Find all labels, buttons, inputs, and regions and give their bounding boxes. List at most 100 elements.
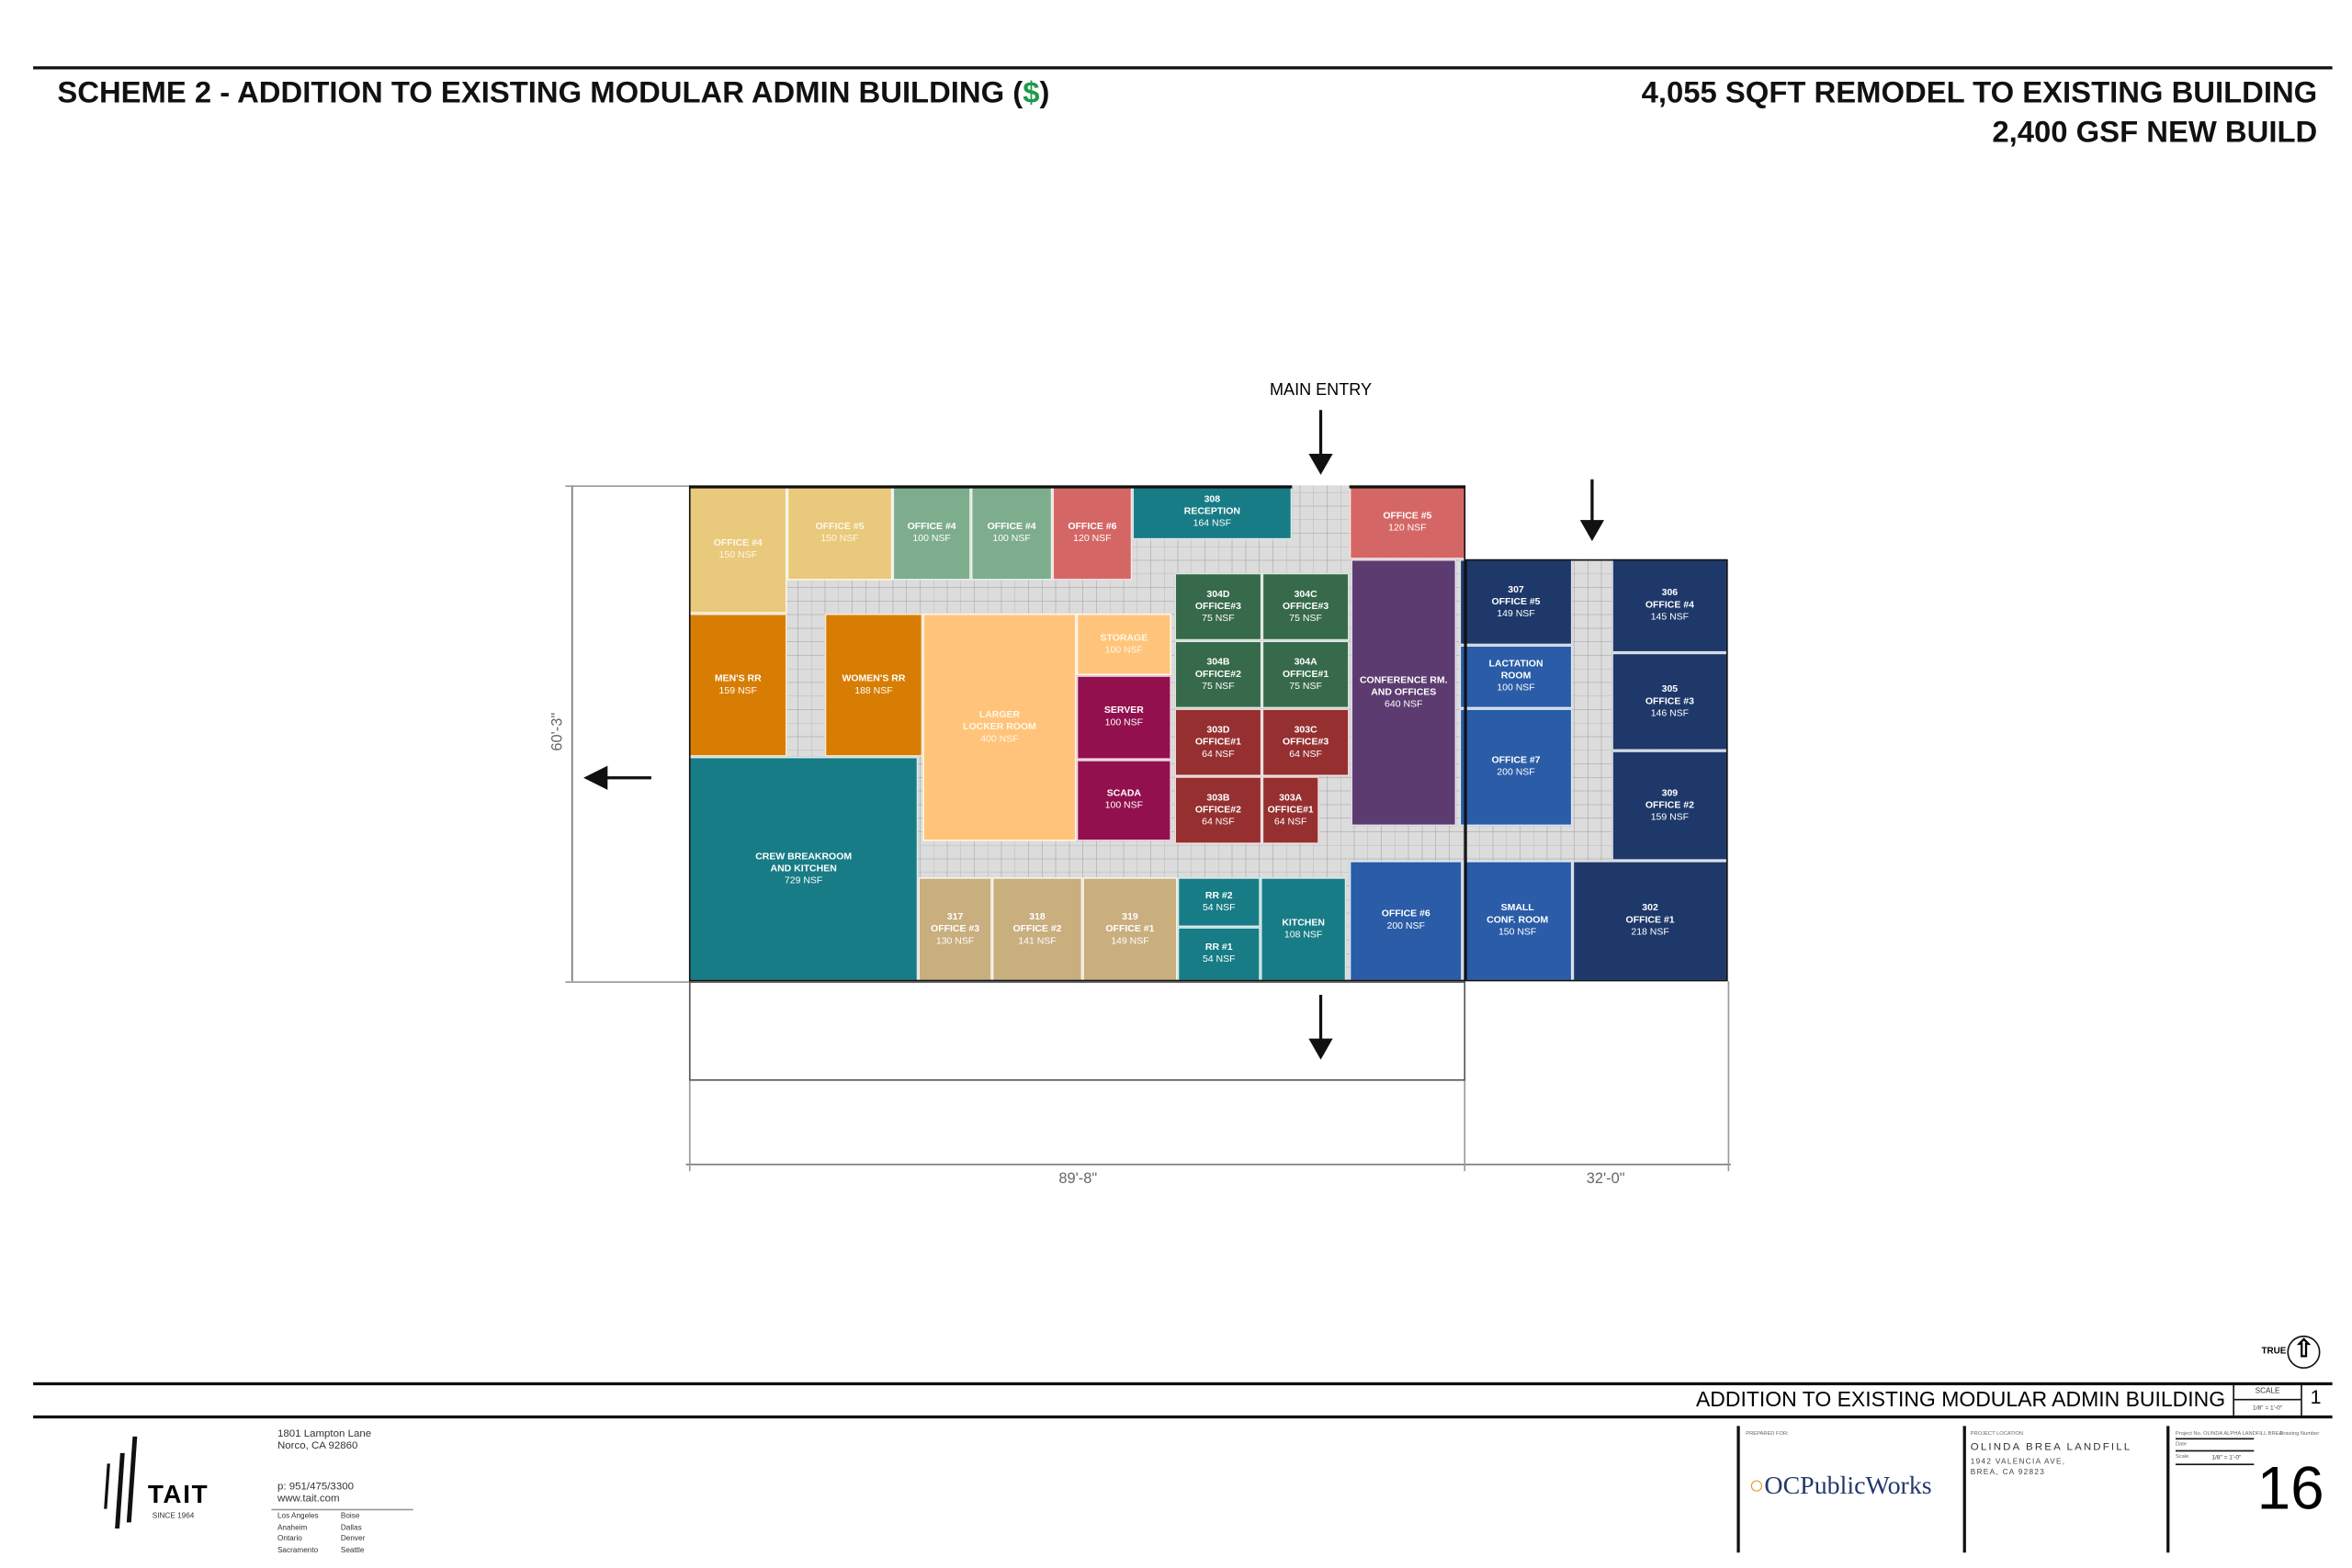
room-area: 640 NSF <box>1385 698 1423 710</box>
room-number: 304C <box>1294 588 1317 600</box>
project-address-line2: BREA, CA 92823 <box>1970 1467 2046 1477</box>
room-304d: 304D OFFICE#3 75 NSF <box>1174 572 1262 641</box>
client-logo-text: OCPublicWorks <box>1764 1471 1932 1500</box>
room-name: ROOM <box>1500 671 1532 682</box>
project-location-label: PROJECT LOCATION <box>1970 1430 2024 1437</box>
existing-width-dimension: 89'-8" <box>1058 1171 1098 1189</box>
room-area: 54 NSF <box>1202 953 1236 965</box>
room-number: 303C <box>1294 724 1317 735</box>
room-318: 318 OFFICE #2 141 NSF <box>991 877 1083 982</box>
room-area: 130 NSF <box>935 935 975 946</box>
room-area: 120 NSF <box>1073 533 1112 544</box>
room-name: OFFICE#3 <box>1283 600 1329 612</box>
scale-box: SCALE 1/8" = 1'-0" <box>2233 1383 2302 1416</box>
room-area: 141 NSF <box>1018 935 1057 946</box>
room-area: 100 NSF <box>1104 800 1144 811</box>
room-larger: LARGER LOCKER ROOM 400 NSF <box>922 613 1077 841</box>
room-area: 100 NSF <box>992 533 1031 544</box>
height-dimension-line <box>571 485 573 982</box>
room-name: RR #1 <box>1204 942 1233 953</box>
room-name: OFFICE #4 <box>907 520 956 532</box>
room-name: AND KITCHEN <box>770 863 837 874</box>
firm-address-line1: 1801 Lampton Lane <box>277 1428 372 1440</box>
room-name: OFFICE #5 <box>815 520 865 532</box>
room-storage: STORAGE 100 NSF <box>1076 613 1172 676</box>
detail-number: 1 <box>2310 1385 2322 1408</box>
room-area: 400 NSF <box>980 733 1019 744</box>
room-number: 303B <box>1206 792 1230 803</box>
room-conference-rm: CONFERENCE RM. AND OFFICES 640 NSF <box>1351 558 1457 827</box>
cost-indicator: $ <box>1023 76 1040 110</box>
remodel-area: 4,055 SQFT REMODEL TO EXISTING BUILDING <box>1641 76 2318 110</box>
room-scada: SCADA 100 NSF <box>1076 760 1172 841</box>
room-name: RR #2 <box>1204 890 1233 901</box>
room-office-5: OFFICE #5 120 NSF <box>1349 485 1466 559</box>
firm-contact: p: 951/475/3300 www.tait.com <box>277 1482 354 1506</box>
room-name: OFFICE #6 <box>1068 520 1117 532</box>
room-area: 100 NSF <box>912 533 951 544</box>
project-number: Project No. OLINDA ALPHA LANDFILL BREA <box>2176 1430 2282 1437</box>
dim-extension-left <box>688 1080 691 1172</box>
room-309: 309 OFFICE #2 159 NSF <box>1611 750 1728 862</box>
project-address-line1: 1942 VALENCIA AVE, <box>1970 1457 2066 1467</box>
room-name: OFFICE#1 <box>1194 736 1241 748</box>
room-area: 159 NSF <box>1650 811 1690 823</box>
main-entry-arrow-shaft <box>1318 410 1323 456</box>
tait-logo-mark-icon <box>104 1436 139 1536</box>
office-city: Boise <box>340 1511 360 1521</box>
office-city: Denver <box>340 1534 366 1544</box>
room-area: 120 NSF <box>1388 522 1427 534</box>
scale-small-value: 1/8" = 1'-0" <box>2211 1452 2242 1461</box>
room-307: 307 OFFICE #5 149 NSF <box>1459 558 1573 646</box>
titleblock-rule <box>2175 1463 2255 1466</box>
room-area: 64 NSF <box>1202 816 1235 828</box>
room-name: OFFICE #3 <box>931 923 980 934</box>
room-number: 319 <box>1122 910 1138 922</box>
project-address: 1942 VALENCIA AVE, BREA, CA 92823 <box>1971 1458 2066 1477</box>
room-area: 64 NSF <box>1289 748 1322 760</box>
room-area: 108 NSF <box>1283 929 1323 941</box>
titleblock-divider <box>2166 1426 2169 1553</box>
room-area: 75 NSF <box>1202 613 1235 624</box>
room-office-4: OFFICE #4 100 NSF <box>892 485 971 581</box>
room-area: 75 NSF <box>1289 680 1322 692</box>
titlestrip-bottom-rule <box>33 1415 2333 1419</box>
room-name: RECEPTION <box>1183 506 1240 517</box>
room-area: 100 NSF <box>1104 644 1144 656</box>
header-rule <box>33 66 2333 70</box>
room-name: OFFICE #2 <box>1645 799 1694 811</box>
room-303b: 303B OFFICE#2 64 NSF <box>1174 776 1262 844</box>
room-area: 150 NSF <box>718 549 757 560</box>
room-303d: 303D OFFICE#1 64 NSF <box>1174 708 1262 777</box>
office-city: Ontario <box>277 1534 302 1544</box>
room-number: SMALL <box>1500 902 1534 914</box>
firm-address-line2: Norco, CA 92860 <box>277 1440 358 1452</box>
room-men-s-rr: MEN'S RR 159 NSF <box>688 613 787 757</box>
room-small: SMALL CONF. ROOM 150 NSF <box>1462 861 1573 982</box>
drawing-number-label: Drawing Number <box>2279 1430 2320 1437</box>
room-303c: 303C OFFICE#3 64 NSF <box>1261 708 1350 777</box>
room-name: OFFICE #6 <box>1381 908 1430 920</box>
room-number: 309 <box>1661 787 1679 798</box>
room-name: MEN'S RR <box>714 672 762 684</box>
room-name: OFFICE #5 <box>1383 510 1432 521</box>
existing-building-outline <box>688 485 1466 982</box>
north-label: TRUE <box>2261 1348 2287 1357</box>
room-name: OFFICE #2 <box>1012 923 1062 934</box>
firm-website[interactable]: www.tait.com <box>277 1494 340 1505</box>
room-name: OFFICE #1 <box>1625 915 1675 926</box>
tait-since: SINCE 1964 <box>152 1511 195 1521</box>
addition-entry-arrow-shaft <box>1590 479 1594 522</box>
room-name: OFFICE #3 <box>1645 695 1694 706</box>
office-city: Los Angeles <box>277 1511 319 1521</box>
room-name: OFFICE#3 <box>1283 736 1329 748</box>
room-number: 307 <box>1508 583 1524 595</box>
new-build-area: 2,400 GSF NEW BUILD <box>1992 116 2318 150</box>
room-number: LARGER <box>978 709 1021 720</box>
room-name: CONF. ROOM <box>1487 915 1549 926</box>
room-304b: 304B OFFICE#2 75 NSF <box>1174 640 1262 709</box>
room-area: 64 NSF <box>1202 748 1235 760</box>
room-number: 304D <box>1206 588 1230 600</box>
titleblock-divider <box>1962 1426 1966 1553</box>
